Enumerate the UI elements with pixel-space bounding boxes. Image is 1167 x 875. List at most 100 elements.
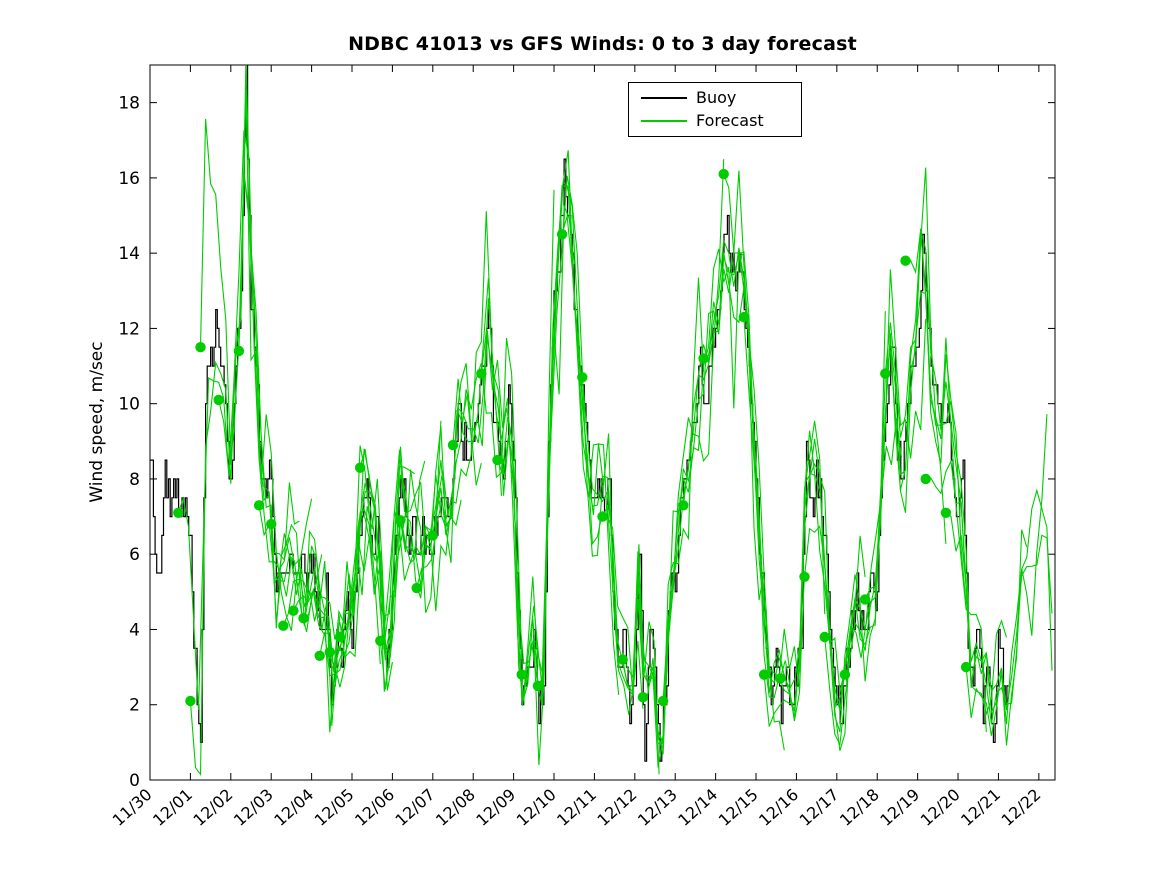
y-tick-label: 12 bbox=[118, 319, 140, 339]
x-tick-label: 11/30 bbox=[109, 785, 156, 830]
forecast-run-line bbox=[521, 184, 644, 709]
y-tick-label: 2 bbox=[129, 696, 140, 716]
forecast-init-dot bbox=[492, 454, 503, 466]
forecast-init-dot bbox=[758, 669, 770, 680]
x-tick-label: 12/02 bbox=[190, 785, 237, 830]
forecast-run-line bbox=[292, 448, 415, 692]
forecast-run-line bbox=[359, 363, 482, 653]
forecast-init-dot bbox=[233, 345, 245, 357]
chart-title: NDBC 41013 vs GFS Winds: 0 to 3 day fore… bbox=[348, 33, 857, 55]
forecast-run-line bbox=[622, 248, 745, 744]
x-tick-label: 12/16 bbox=[755, 785, 802, 830]
forecast-init-dot bbox=[314, 650, 325, 661]
x-tick-label: 12/22 bbox=[998, 785, 1045, 830]
x-tick-label: 12/19 bbox=[876, 785, 923, 830]
forecast-run-line bbox=[642, 170, 765, 743]
x-tick-label: 12/14 bbox=[674, 785, 721, 830]
forecast-run-line bbox=[925, 414, 1048, 725]
forecast-init-dot bbox=[266, 518, 277, 530]
x-tick-label: 12/08 bbox=[432, 785, 479, 830]
y-tick-label: 4 bbox=[129, 620, 140, 640]
forecast-init-dot bbox=[859, 594, 871, 605]
forecast-init-dot bbox=[799, 571, 810, 582]
x-tick-label: 12/05 bbox=[311, 785, 358, 830]
forecast-run-line bbox=[662, 252, 785, 751]
forecast-init-dot bbox=[476, 368, 487, 379]
forecast-run-line bbox=[965, 534, 1053, 736]
forecast-init-dot bbox=[698, 353, 709, 364]
plot-border bbox=[149, 64, 1056, 781]
forecast-init-dot bbox=[556, 229, 568, 240]
x-tick-label: 12/20 bbox=[917, 785, 964, 830]
forecast-run-line bbox=[537, 180, 660, 775]
forecast-init-dot bbox=[900, 255, 911, 266]
x-tick-label: 12/11 bbox=[553, 785, 600, 830]
forecast-run-line bbox=[480, 175, 604, 698]
forecast-init-dot bbox=[775, 673, 786, 684]
forecast-run-line bbox=[379, 211, 503, 690]
forecast-init-dot bbox=[960, 661, 972, 673]
forecast-run-line bbox=[803, 269, 927, 712]
x-tick-label: 12/07 bbox=[392, 785, 439, 830]
forecast-run-line bbox=[432, 189, 555, 766]
forecast-init-dot bbox=[532, 680, 544, 692]
x-tick-label: 12/01 bbox=[149, 785, 196, 830]
forecast-init-dot bbox=[253, 500, 265, 511]
y-tick-label: 0 bbox=[129, 771, 140, 791]
buoy-series-line bbox=[150, 65, 1009, 762]
forecast-init-dot bbox=[334, 631, 346, 643]
legend-label-forecast: Forecast bbox=[696, 111, 764, 130]
forecast-run-line bbox=[399, 337, 523, 660]
forecast-init-dot bbox=[637, 692, 649, 703]
forecast-run-line bbox=[682, 250, 806, 699]
forecast-run-line bbox=[581, 277, 705, 746]
forecast-init-dot bbox=[213, 394, 224, 406]
forecast-init-dot bbox=[298, 613, 309, 624]
x-tick-label: 12/13 bbox=[634, 785, 681, 830]
forecast-init-dot bbox=[516, 669, 527, 680]
y-tick-label: 8 bbox=[129, 470, 140, 490]
forecast-init-dot bbox=[395, 515, 406, 526]
x-tick-label: 12/12 bbox=[594, 785, 641, 830]
forecast-init-dot bbox=[678, 500, 689, 511]
forecast-init-dot bbox=[839, 669, 851, 680]
x-tick-label: 12/03 bbox=[230, 785, 277, 830]
y-tick-label: 18 bbox=[118, 94, 140, 114]
legend: Buoy Forecast bbox=[628, 82, 802, 137]
forecast-run-line bbox=[238, 171, 361, 659]
y-tick-label: 6 bbox=[129, 545, 140, 565]
forecast-run-line bbox=[884, 291, 1008, 716]
forecast-init-dot bbox=[173, 507, 184, 518]
forecast-init-dot bbox=[597, 511, 608, 522]
forecast-init-dot bbox=[940, 507, 952, 518]
forecast-run-line bbox=[844, 231, 967, 675]
legend-line-sample-forecast bbox=[641, 120, 687, 122]
forecast-init-dot bbox=[617, 654, 628, 665]
y-tick-label: 14 bbox=[118, 244, 140, 264]
x-tick-label: 12/18 bbox=[836, 785, 883, 830]
forecast-run-line bbox=[270, 478, 393, 726]
forecast-init-dot bbox=[819, 631, 830, 643]
forecast-init-dot bbox=[195, 342, 206, 353]
forecast-init-dot bbox=[375, 635, 386, 646]
forecast-run-line bbox=[723, 173, 846, 718]
x-tick-label: 12/09 bbox=[472, 785, 519, 830]
forecast-run-line bbox=[189, 89, 313, 777]
forecast-init-dot bbox=[427, 530, 438, 541]
forecast-init-dot bbox=[447, 439, 459, 451]
x-tick-label: 12/15 bbox=[715, 785, 762, 830]
forecast-run-line bbox=[319, 420, 442, 677]
forecast-init-dot bbox=[718, 168, 729, 180]
forecast-run-line bbox=[303, 460, 426, 694]
legend-line-sample-buoy bbox=[641, 97, 687, 99]
x-tick-label: 12/17 bbox=[796, 785, 843, 830]
legend-label-buoy: Buoy bbox=[696, 88, 737, 107]
forecast-init-dot bbox=[185, 695, 196, 707]
forecast-init-dot bbox=[577, 372, 588, 383]
x-tick-label: 12/06 bbox=[351, 785, 398, 830]
forecast-init-dot bbox=[354, 462, 366, 473]
forecast-init-dot bbox=[411, 582, 422, 594]
forecast-init-dot bbox=[657, 695, 669, 707]
